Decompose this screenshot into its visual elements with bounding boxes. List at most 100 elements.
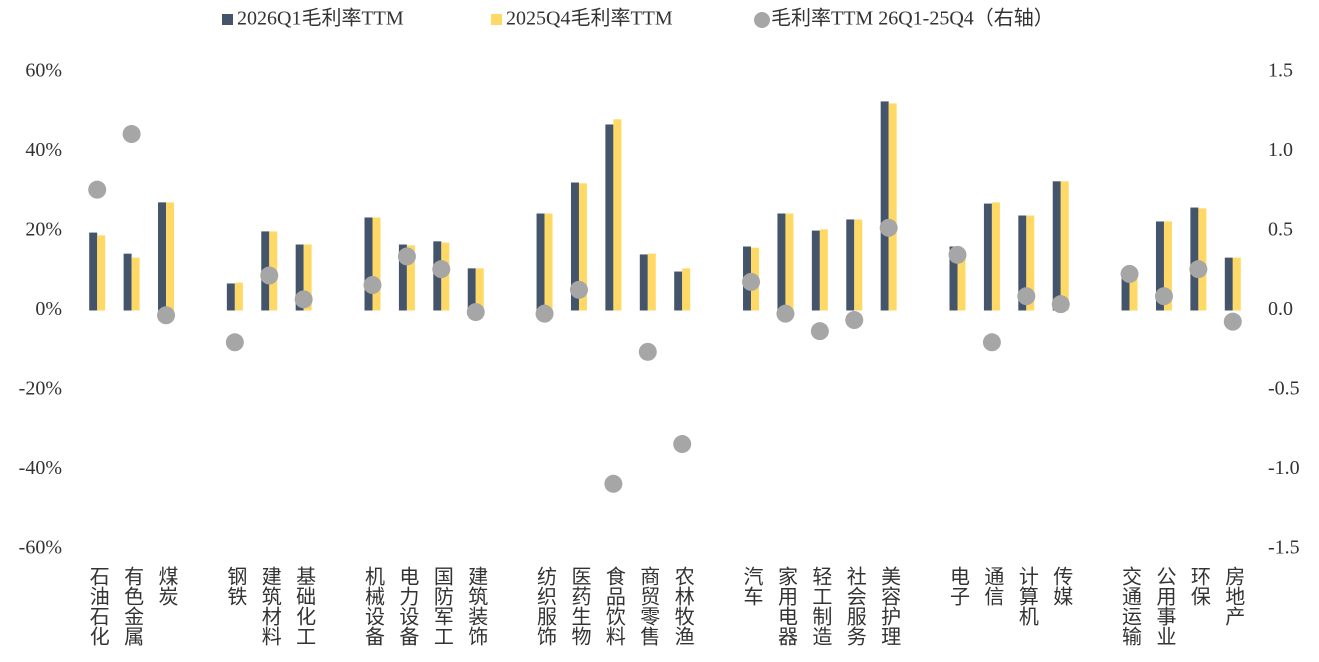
x-tick-label: 交通运输 [1119,566,1142,646]
legend-label: 2025Q4毛利率TTM [506,7,673,30]
bar [1190,207,1199,311]
bar [1129,275,1138,311]
bar [1060,181,1069,311]
bar [1026,215,1035,311]
x-tick-label: 家用电器 [774,566,797,646]
bar [398,244,407,311]
bar [785,213,794,311]
dot [466,303,485,322]
y-tick-label: -60% [19,537,62,559]
dot [569,280,588,299]
bar [647,253,656,311]
dot [1189,260,1208,279]
bar [1224,257,1233,311]
x-tick-label: 环保 [1187,566,1210,606]
x-tick-label: 社会服务 [843,566,866,646]
bar [372,217,381,311]
bar [234,282,243,311]
bar [89,232,98,311]
bar [1163,221,1172,311]
y2-tick-label: 1.0 [1268,139,1293,161]
dot [810,322,829,341]
x-tick-label: 电力设备 [396,566,419,646]
bar [166,202,175,311]
bar [578,183,587,311]
bar [303,244,312,311]
dot [673,435,692,454]
dot [638,342,657,361]
bar [570,182,579,311]
dot [948,245,967,264]
y-tick-label: 0% [35,298,62,320]
dot [845,311,864,330]
x-tick-label: 纺织服饰 [534,566,557,646]
x-tick-label: 有色金属 [121,566,144,647]
dot [535,304,554,323]
bar [777,213,786,311]
bar [97,235,106,311]
y-tick-label: -40% [19,457,62,479]
dot [982,333,1001,352]
bar [536,213,545,311]
y2-tick-label: -1.0 [1268,457,1300,479]
bar [467,268,476,311]
dot [1120,264,1139,283]
legend-marker [491,14,502,25]
dot [294,290,313,309]
bar [811,230,820,311]
y-tick-label: 60% [25,60,62,82]
bar [364,217,373,311]
bar [957,250,966,311]
x-tick-label: 国防军工 [430,566,452,646]
dot [604,474,623,493]
dot [1017,287,1036,306]
y2-tick-label: -1.5 [1268,537,1300,559]
dot [88,180,107,199]
dot [1051,295,1070,314]
y2-tick-label: 0.0 [1268,298,1293,320]
bar [854,219,863,311]
dot [157,306,176,325]
x-tick-label: 医药生物 [568,566,591,646]
dot [363,276,382,295]
x-tick-label: 通信 [981,566,1004,606]
bar [819,229,828,311]
dot [432,260,451,279]
x-tick-label: 电子 [947,566,969,606]
dot [879,218,898,237]
dot [742,272,761,291]
bar [888,103,897,311]
legend-marker [222,14,233,25]
bar [605,124,614,311]
x-tick-label: 轻工制造 [809,566,832,646]
y2-tick-label: 0.5 [1268,219,1293,241]
bar [880,101,889,311]
x-tick-label: 商贸零售 [637,566,660,646]
dot [225,333,244,352]
y2-tick-label: 1.5 [1268,60,1293,82]
x-tick-label: 计算机 [1015,566,1038,626]
bar [1155,221,1164,311]
dot [260,266,279,285]
bar [1232,257,1241,311]
bar [544,213,553,311]
dot [1154,287,1173,306]
dot [1223,312,1242,331]
dot [397,247,416,266]
x-tick-label: 食品饮料 [602,566,625,646]
bar [475,268,484,311]
x-tick-label: 传媒 [1050,566,1073,606]
bar [1198,208,1207,311]
x-tick-label: 石油石化 [86,566,109,646]
bar [406,245,415,311]
bar [131,257,140,311]
y-tick-label: -20% [19,378,62,400]
bar [949,246,958,311]
bar [613,119,622,311]
bar [1052,181,1061,311]
x-tick-label: 汽车 [740,566,763,606]
bar [295,244,304,311]
bar [983,203,992,311]
bar [1121,270,1130,311]
